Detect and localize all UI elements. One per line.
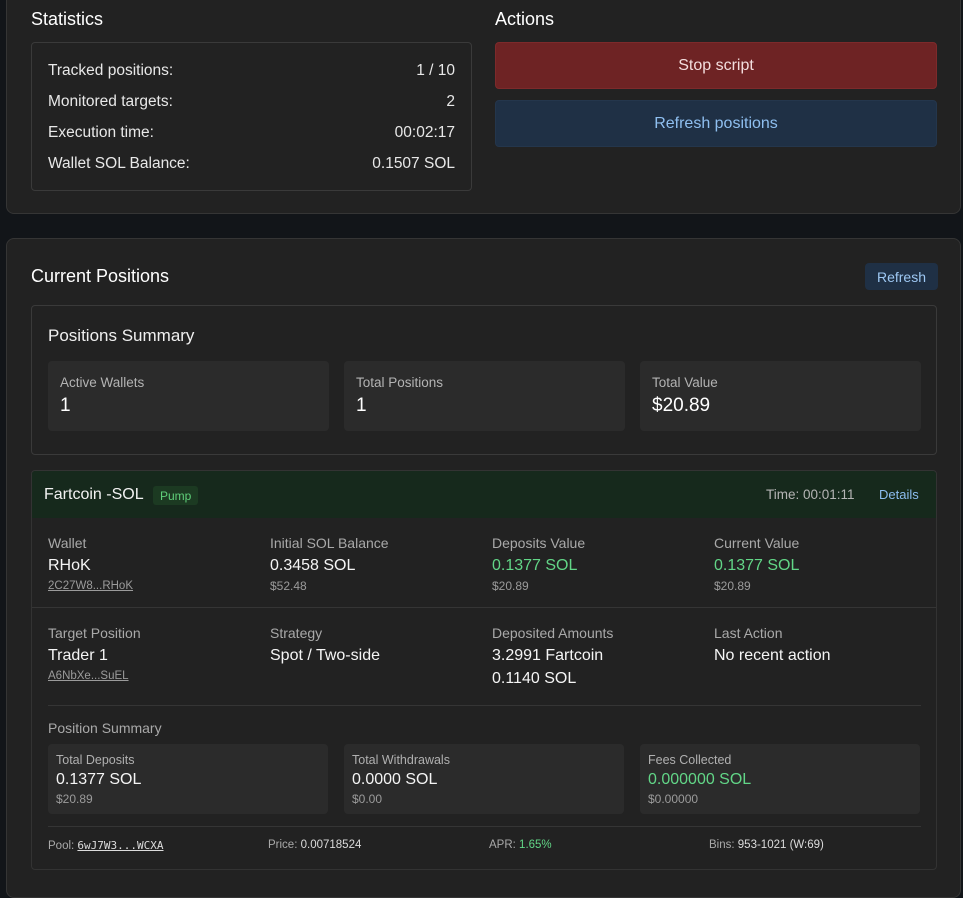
strategy-label: Strategy xyxy=(270,625,323,641)
pool-label: Pool: xyxy=(48,840,75,852)
total-withdrawals-usd: $0.00 xyxy=(352,792,383,806)
fees-collected-usd: $0.00000 xyxy=(648,792,699,806)
stop-script-button[interactable]: Stop script xyxy=(495,42,937,89)
deposits-value-amount: 0.1377 SOL xyxy=(492,557,578,574)
details-link[interactable]: Details xyxy=(879,487,919,502)
current-value-cell: Current Value 0.1377 SOL $20.89 xyxy=(714,535,924,593)
bins-info: Bins: 953-1021 (W:69) xyxy=(709,839,824,851)
price-value: 0.00718524 xyxy=(300,839,362,851)
position-time: Time: 00:01:11 xyxy=(766,487,855,502)
actions-title: Actions xyxy=(495,9,555,29)
divider xyxy=(32,607,936,608)
fees-collected-label: Fees Collected xyxy=(648,753,732,767)
current-value-amount: 0.1377 SOL xyxy=(714,557,800,574)
position-summary-title: Position Summary xyxy=(48,720,162,736)
metric-label: Total Value xyxy=(652,375,718,390)
deposits-value-cell: Deposits Value 0.1377 SOL $20.89 xyxy=(492,535,702,593)
apr-info: APR: 1.65% xyxy=(489,839,552,851)
stat-row-tracked-positions: Tracked positions: 1 / 10 xyxy=(48,62,455,84)
current-positions-title: Current Positions xyxy=(31,266,170,286)
position-card: Fartcoin -SOL Pump Time: 00:01:11 Detail… xyxy=(31,470,937,870)
wallet-label: Wallet xyxy=(48,535,87,551)
deposited-amounts-label: Deposited Amounts xyxy=(492,625,614,641)
positions-summary-box: Positions Summary Active Wallets 1 Total… xyxy=(31,305,937,455)
target-address-link[interactable]: A6NbXe...SuEL xyxy=(48,670,129,682)
total-withdrawals-label: Total Withdrawals xyxy=(352,753,450,767)
metric-value: 1 xyxy=(356,395,367,416)
metric-label: Active Wallets xyxy=(60,375,145,390)
apr-label: APR: xyxy=(489,839,516,851)
wallet-value: RHoK xyxy=(48,557,91,574)
statistics-title: Statistics xyxy=(31,9,104,29)
total-withdrawals-value: 0.0000 SOL xyxy=(352,771,438,788)
pool-address-link[interactable]: 6wJ7W3...WCXA xyxy=(77,839,164,852)
fees-collected-box: Fees Collected 0.000000 SOL $0.00000 xyxy=(640,744,920,814)
divider xyxy=(48,705,921,706)
stat-value: 0.1507 SOL xyxy=(372,155,455,172)
stat-value: 1 / 10 xyxy=(416,62,455,79)
initial-balance-value: 0.3458 SOL xyxy=(270,557,356,574)
initial-balance-label: Initial SOL Balance xyxy=(270,535,389,551)
stat-row-monitored-targets: Monitored targets: 2 xyxy=(48,93,455,115)
strategy-value: Spot / Two-side xyxy=(270,647,380,664)
target-position-label: Target Position xyxy=(48,625,141,641)
refresh-positions-button[interactable]: Refresh positions xyxy=(495,100,937,147)
pump-badge: Pump xyxy=(153,486,199,505)
stat-label: Wallet SOL Balance: xyxy=(48,155,190,172)
last-action-label: Last Action xyxy=(714,625,783,641)
position-header: Fartcoin -SOL Pump Time: 00:01:11 Detail… xyxy=(32,471,936,518)
initial-balance-usd: $52.48 xyxy=(270,579,307,593)
target-position-cell: Target Position Trader 1 A6NbXe...SuEL xyxy=(48,625,258,683)
current-value-usd: $20.89 xyxy=(714,579,751,593)
pool-info: Pool: 6wJ7W3...WCXA xyxy=(48,839,164,852)
position-pair-name: Fartcoin -SOL xyxy=(44,486,144,503)
total-withdrawals-box: Total Withdrawals 0.0000 SOL $0.00 xyxy=(344,744,624,814)
bins-label: Bins: xyxy=(709,839,735,851)
total-deposits-value: 0.1377 SOL xyxy=(56,771,142,788)
wallet-cell: Wallet RHoK 2C27W8...RHoK xyxy=(48,535,258,593)
positions-summary-title: Positions Summary xyxy=(48,326,195,345)
current-value-label: Current Value xyxy=(714,535,800,551)
metric-label: Total Positions xyxy=(356,375,444,390)
statistics-actions-card: Statistics Actions Tracked positions: 1 … xyxy=(6,0,961,214)
bins-value: 953-1021 (W:69) xyxy=(737,839,824,851)
deposited-amounts-cell: Deposited Amounts 3.2991 Fartcoin 0.1140… xyxy=(492,625,702,690)
deposits-value-usd: $20.89 xyxy=(492,579,529,593)
strategy-cell: Strategy Spot / Two-side xyxy=(270,625,480,667)
price-label: Price: xyxy=(268,839,298,851)
wallet-address-link[interactable]: 2C27W8...RHoK xyxy=(48,580,134,592)
metric-total-positions: Total Positions 1 xyxy=(344,361,625,431)
stat-value: 2 xyxy=(446,93,455,110)
stat-label: Tracked positions: xyxy=(48,62,174,79)
stat-label: Execution time: xyxy=(48,124,154,141)
deposited-amount-token: 3.2991 Fartcoin xyxy=(492,647,604,664)
statistics-box: Tracked positions: 1 / 10 Monitored targ… xyxy=(31,42,472,191)
target-position-value: Trader 1 xyxy=(48,647,108,664)
apr-value: 1.65% xyxy=(519,839,552,851)
divider xyxy=(48,826,921,827)
refresh-button[interactable]: Refresh xyxy=(865,263,938,290)
total-deposits-label: Total Deposits xyxy=(56,753,135,767)
last-action-value: No recent action xyxy=(714,647,831,664)
initial-balance-cell: Initial SOL Balance 0.3458 SOL $52.48 xyxy=(270,535,480,593)
metric-value: 1 xyxy=(60,395,71,416)
price-info: Price: 0.00718524 xyxy=(268,839,361,851)
deposited-amount-sol: 0.1140 SOL xyxy=(492,670,577,687)
metric-value: $20.89 xyxy=(652,395,711,416)
metric-active-wallets: Active Wallets 1 xyxy=(48,361,329,431)
metric-total-value: Total Value $20.89 xyxy=(640,361,921,431)
deposits-value-label: Deposits Value xyxy=(492,535,586,551)
stat-value: 00:02:17 xyxy=(394,124,455,141)
total-deposits-usd: $20.89 xyxy=(56,792,93,806)
stat-label: Monitored targets: xyxy=(48,93,173,110)
stat-row-execution-time: Execution time: 00:02:17 xyxy=(48,124,455,146)
last-action-cell: Last Action No recent action xyxy=(714,625,924,667)
total-deposits-box: Total Deposits 0.1377 SOL $20.89 xyxy=(48,744,328,814)
stat-row-wallet-balance: Wallet SOL Balance: 0.1507 SOL xyxy=(48,155,455,177)
current-positions-card: Current Positions Refresh Positions Summ… xyxy=(6,238,961,898)
fees-collected-value: 0.000000 SOL xyxy=(648,771,752,788)
